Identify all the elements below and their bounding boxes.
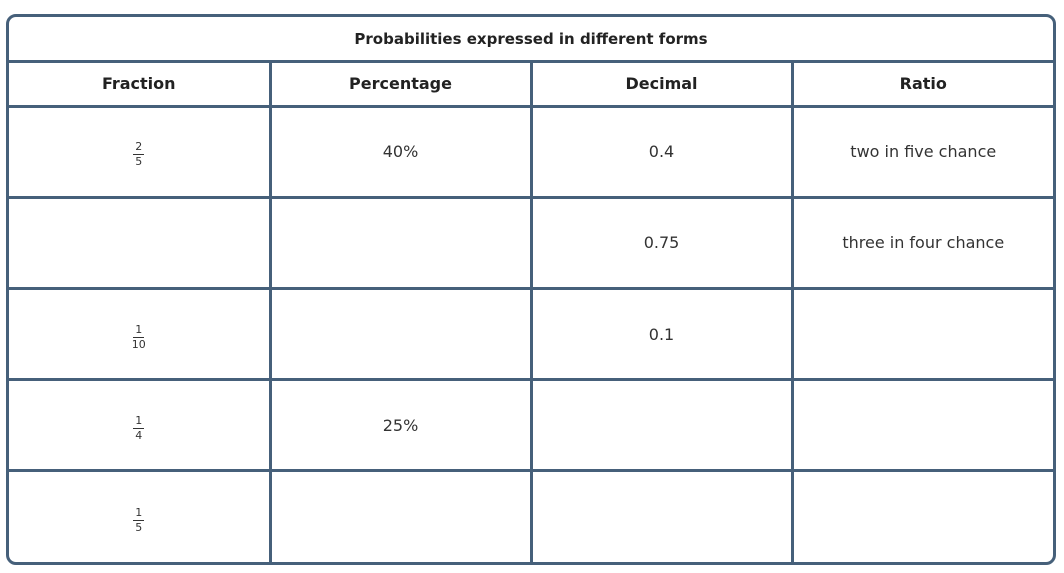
fraction-cell: 1 10 (9, 286, 272, 382)
table-row: 0.75 three in four chance (9, 195, 1053, 290)
percentage-cell: 40% (268, 104, 533, 199)
ratio-cell: three in four chance (790, 195, 1053, 290)
table-row: 2 5 40% 0.4 two in five chance (9, 104, 1053, 199)
table-row: 1 5 (9, 469, 1053, 562)
fraction-denominator: 5 (135, 155, 143, 169)
column-header-decimal: Decimal (529, 60, 794, 108)
fraction-numerator: 1 (133, 505, 145, 521)
decimal-cell: 0.4 (529, 104, 794, 199)
fraction: 1 4 (133, 413, 145, 442)
ratio-cell (790, 286, 1053, 382)
table-title-row: Probabilities expressed in different for… (9, 17, 1053, 64)
ratio-cell (790, 378, 1053, 473)
fraction: 1 5 (133, 505, 145, 534)
fraction-denominator: 4 (135, 428, 143, 442)
probability-table: Probabilities expressed in different for… (6, 14, 1056, 565)
decimal-cell: 0.1 (529, 286, 794, 382)
column-header-ratio: Ratio (790, 60, 1053, 108)
fraction-cell (9, 195, 272, 290)
fraction-numerator: 2 (133, 140, 145, 156)
fraction: 1 10 (130, 322, 148, 351)
fraction-numerator: 1 (133, 322, 145, 338)
table-row: 1 4 25% (9, 378, 1053, 473)
percentage-cell: 25% (268, 378, 533, 473)
fraction-cell: 2 5 (9, 104, 272, 199)
percentage-cell (268, 469, 533, 562)
table-row: 1 10 0.1 (9, 286, 1053, 382)
ratio-cell (790, 469, 1053, 562)
fraction: 2 5 (133, 140, 145, 169)
fraction-denominator: 5 (135, 520, 143, 534)
fraction-denominator: 10 (131, 337, 146, 351)
table-header-row: Fraction Percentage Decimal Ratio (9, 60, 1053, 108)
percentage-cell (268, 286, 533, 382)
probability-table-grid: Probabilities expressed in different for… (9, 17, 1053, 562)
column-header-fraction: Fraction (9, 60, 272, 108)
table-title: Probabilities expressed in different for… (9, 17, 1053, 64)
column-header-percentage: Percentage (268, 60, 533, 108)
ratio-cell: two in five chance (790, 104, 1053, 199)
fraction-cell: 1 5 (9, 469, 272, 562)
fraction-cell: 1 4 (9, 378, 272, 473)
decimal-cell (529, 378, 794, 473)
decimal-cell: 0.75 (529, 195, 794, 290)
percentage-cell (268, 195, 533, 290)
decimal-cell (529, 469, 794, 562)
fraction-numerator: 1 (133, 413, 145, 429)
